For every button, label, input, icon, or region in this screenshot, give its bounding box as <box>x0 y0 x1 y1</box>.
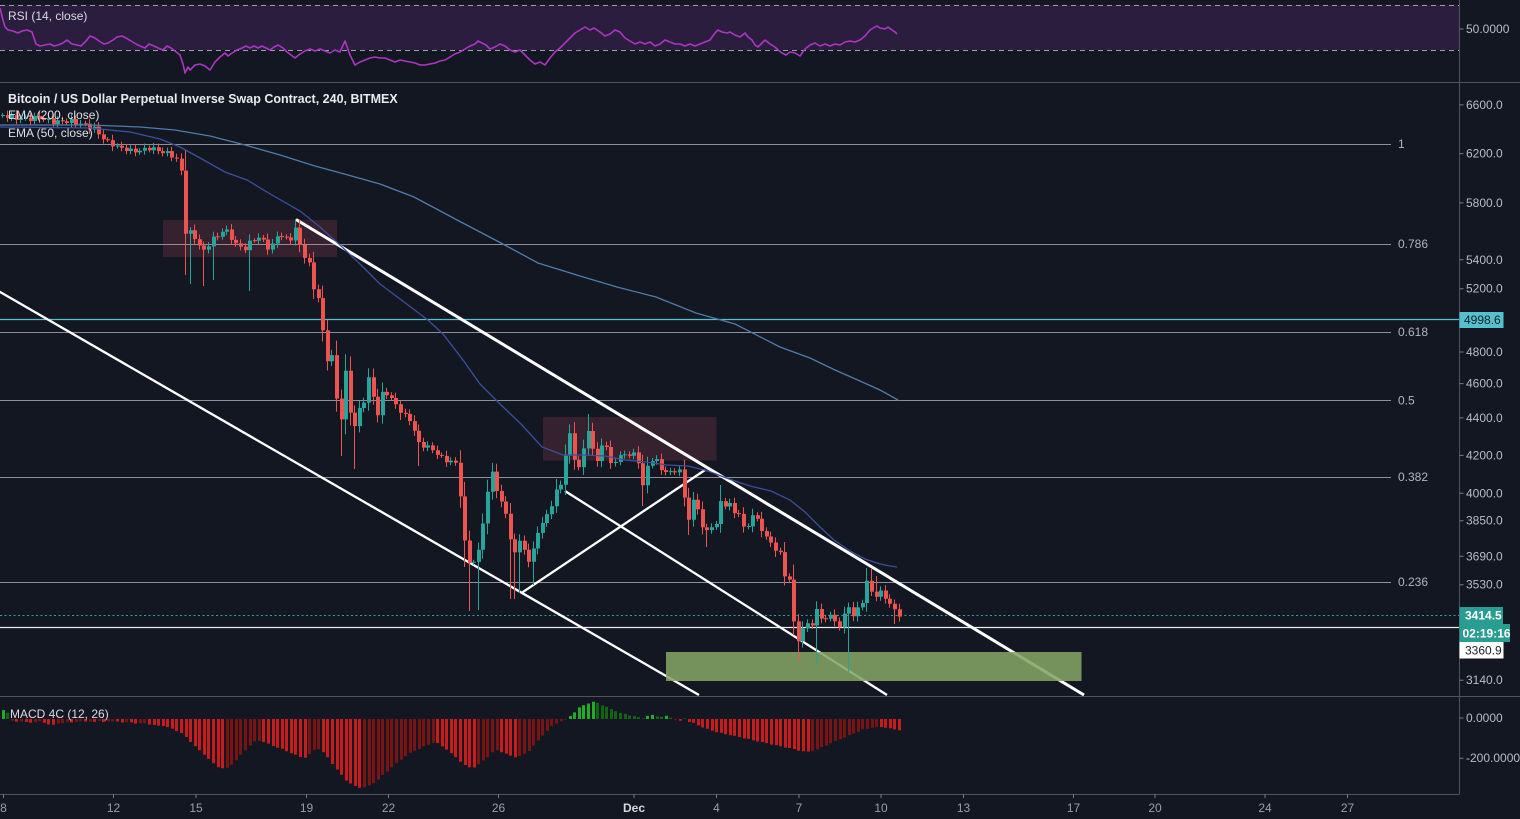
svg-text:RSI (14, close): RSI (14, close) <box>8 9 87 23</box>
svg-text:Dec: Dec <box>623 801 645 815</box>
svg-text:20: 20 <box>1148 801 1162 815</box>
svg-text:50.0000: 50.0000 <box>1466 22 1510 36</box>
svg-text:EMA (50, close): EMA (50, close) <box>8 126 93 140</box>
svg-text:EMA (200, close): EMA (200, close) <box>8 108 99 122</box>
svg-text:3530.0: 3530.0 <box>1466 578 1503 592</box>
svg-text:0.0000: 0.0000 <box>1466 711 1503 725</box>
svg-text:15: 15 <box>189 801 203 815</box>
svg-text:3360.9: 3360.9 <box>1465 644 1502 658</box>
svg-text:27: 27 <box>1341 801 1355 815</box>
svg-text:6600.0: 6600.0 <box>1466 98 1503 112</box>
svg-text:4: 4 <box>713 801 720 815</box>
svg-text:4200.0: 4200.0 <box>1466 448 1503 462</box>
svg-text:12: 12 <box>107 801 121 815</box>
svg-text:7: 7 <box>796 801 803 815</box>
svg-text:Bitcoin / US Dollar Perpetual: Bitcoin / US Dollar Perpetual Inverse Sw… <box>8 92 398 106</box>
svg-text:5200.0: 5200.0 <box>1466 282 1503 296</box>
svg-text:0.786: 0.786 <box>1398 237 1428 251</box>
svg-text:13: 13 <box>957 801 971 815</box>
svg-text:3690.0: 3690.0 <box>1466 549 1503 563</box>
svg-text:0.5: 0.5 <box>1398 394 1415 408</box>
svg-text:19: 19 <box>300 801 314 815</box>
svg-text:3414.5: 3414.5 <box>1465 609 1502 623</box>
svg-text:10: 10 <box>874 801 888 815</box>
svg-text:8: 8 <box>0 801 7 815</box>
svg-text:4000.0: 4000.0 <box>1466 486 1503 500</box>
svg-text:4600.0: 4600.0 <box>1466 377 1503 391</box>
svg-text:17: 17 <box>1067 801 1081 815</box>
svg-text:5800.0: 5800.0 <box>1466 196 1503 210</box>
svg-text:4800.0: 4800.0 <box>1466 345 1503 359</box>
svg-text:0.382: 0.382 <box>1398 470 1428 484</box>
svg-text:4998.6: 4998.6 <box>1464 313 1501 327</box>
svg-text:-200.0000: -200.0000 <box>1466 751 1520 765</box>
svg-text:26: 26 <box>492 801 506 815</box>
svg-text:4400.0: 4400.0 <box>1466 411 1503 425</box>
svg-text:0.236: 0.236 <box>1398 575 1428 589</box>
svg-text:3140.0: 3140.0 <box>1466 673 1503 687</box>
svg-text:0.618: 0.618 <box>1398 325 1428 339</box>
svg-text:24: 24 <box>1258 801 1272 815</box>
svg-text:5400.0: 5400.0 <box>1466 253 1503 267</box>
svg-text:22: 22 <box>382 801 396 815</box>
svg-text:02:19:16: 02:19:16 <box>1463 627 1511 641</box>
svg-text:1: 1 <box>1398 137 1405 151</box>
svg-text:6200.0: 6200.0 <box>1466 147 1503 161</box>
svg-text:3850.0: 3850.0 <box>1466 514 1503 528</box>
svg-text:MACD 4C (12, 26): MACD 4C (12, 26) <box>10 707 109 721</box>
